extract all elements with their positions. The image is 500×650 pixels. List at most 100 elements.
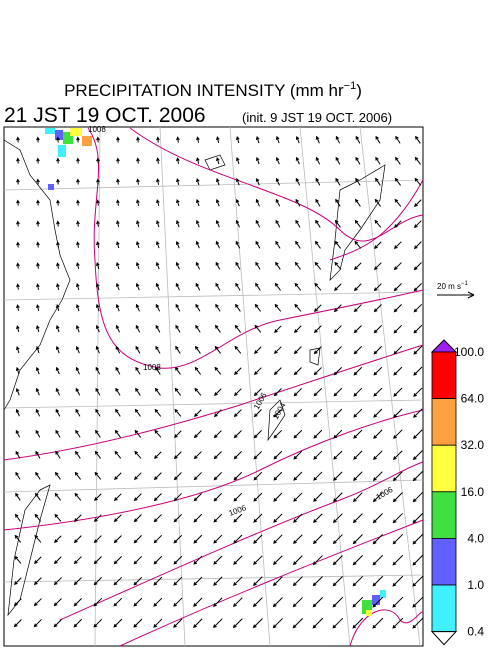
wind-arrow [334,261,342,270]
wind-arrow [113,576,123,586]
wind-arrow [94,471,102,480]
wind-arrow [133,555,143,565]
wind-arrow [175,261,180,270]
isobar [129,127,424,242]
wind-arrow [353,429,363,439]
wind-arrow [173,618,183,628]
wind-arrow [174,408,182,417]
reference-arrowhead [467,291,475,299]
wind-arrow [53,556,62,565]
wind-arrow [193,451,202,460]
wind-arrow [335,198,341,207]
wind-arrow [36,157,40,164]
wind-arrow [213,430,222,439]
wind-arrow [76,178,80,185]
colorbar-over [430,339,458,353]
wind-arrow [154,408,162,417]
wind-arrow [392,513,403,524]
wind-arrow [36,241,40,248]
wind-arrow [373,283,382,292]
wind-arrow [116,157,120,164]
wind-arrow [114,429,121,438]
wind-arrow [373,262,382,271]
wind-arrow [412,617,424,629]
wind-arrow [252,597,263,608]
wind-arrow [74,514,82,522]
wind-arrow [333,387,343,397]
wind-arrow [16,325,20,333]
wind-arrow [293,325,302,334]
wind-arrow [255,156,260,165]
wind-arrow [215,282,221,291]
wind-arrow [96,220,100,227]
reference-exponent: −1 [461,281,469,287]
isobar-label: 1008 [143,363,161,372]
wind-arrow [233,555,243,565]
wind-arrow [214,388,222,396]
wind-arrow [253,367,262,376]
wind-arrow [354,262,362,270]
wind-arrow [212,618,223,629]
wind-arrow [413,324,423,334]
wind-arrow [392,492,403,503]
wind-arrow [136,157,140,164]
wind-arrow [156,157,160,164]
wind-arrow [293,429,303,439]
precip-cell [70,128,82,136]
wind-arrow [295,219,301,228]
wind-arrow [313,346,322,355]
wind-arrow [275,177,280,186]
wind-arrow [173,534,183,544]
wind-arrow [93,577,102,586]
wind-arrow [313,471,323,481]
colorbar-label: 0.4 [467,625,484,639]
wind-arrow [135,345,141,354]
wind-arrow [333,450,343,460]
colorbar-label: 64.0 [461,392,485,406]
wind-arrow [374,219,382,228]
wind-arrow [16,178,20,185]
wind-arrow [36,178,40,185]
wind-arrow [334,219,341,228]
wind-arrow [155,366,161,375]
wind-arrow [115,387,121,396]
wind-arrow [114,472,122,480]
wind-arrow [173,451,182,460]
colorbar-label: 1.0 [467,578,484,592]
wind-arrow [193,513,203,523]
wind-arrow [233,430,242,439]
wind-arrow [33,598,42,607]
wind-arrow [35,408,41,417]
wind-arrow [414,156,421,165]
wind-arrow [392,575,404,587]
wind-arrow [215,303,221,312]
wind-arrow [195,261,201,270]
wind-arrow [415,135,421,144]
wind-arrow [136,199,140,206]
wind-arrow [93,535,102,544]
wind-arrow [73,556,82,565]
wind-arrow [273,429,283,439]
wind-arrow [34,534,42,543]
wind-arrow [392,450,403,461]
wind-arrow [215,261,221,270]
wind-arrow [333,492,343,502]
wind-arrow [193,493,202,502]
wind-arrow [215,198,220,207]
precip-cell [58,145,66,157]
wind-arrow [96,178,100,185]
isobar [119,519,424,647]
wind-arrow [253,430,262,439]
wind-arrow [173,472,182,481]
wind-arrow [333,429,343,439]
colorbar-under [430,631,458,646]
wind-arrow [153,555,163,565]
wind-arrow [76,262,80,269]
wind-arrow [274,303,282,312]
precip-cell [48,184,54,190]
wind-arrow [195,282,201,291]
precip-cell [55,130,63,140]
wind-arrow [14,513,21,522]
colorbar-segment [431,444,457,493]
wind-arrow [36,283,40,290]
